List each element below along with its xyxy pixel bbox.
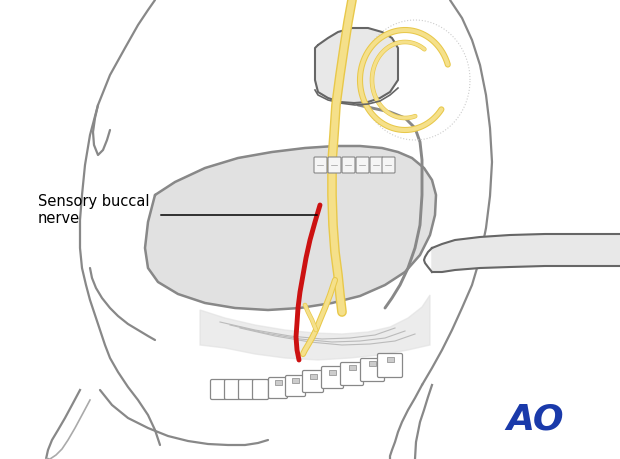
FancyBboxPatch shape xyxy=(382,157,395,173)
FancyBboxPatch shape xyxy=(268,377,288,398)
FancyBboxPatch shape xyxy=(285,375,306,397)
Text: AO: AO xyxy=(506,403,564,437)
Bar xyxy=(349,365,356,370)
Text: Sensory buccal
nerve: Sensory buccal nerve xyxy=(38,194,149,226)
FancyBboxPatch shape xyxy=(322,366,343,388)
Bar xyxy=(275,380,282,385)
Polygon shape xyxy=(432,234,620,272)
FancyBboxPatch shape xyxy=(360,358,384,381)
Bar xyxy=(387,357,394,362)
FancyBboxPatch shape xyxy=(211,380,226,399)
FancyBboxPatch shape xyxy=(252,380,268,399)
Polygon shape xyxy=(145,146,436,310)
FancyBboxPatch shape xyxy=(303,370,324,392)
FancyBboxPatch shape xyxy=(342,157,355,173)
FancyBboxPatch shape xyxy=(239,380,254,399)
FancyBboxPatch shape xyxy=(370,157,383,173)
FancyBboxPatch shape xyxy=(224,380,241,399)
Polygon shape xyxy=(200,295,430,360)
Bar xyxy=(292,378,299,383)
Bar xyxy=(310,374,317,379)
FancyBboxPatch shape xyxy=(328,157,341,173)
Polygon shape xyxy=(315,28,398,103)
Bar xyxy=(369,361,376,366)
FancyBboxPatch shape xyxy=(314,157,327,173)
FancyBboxPatch shape xyxy=(378,353,402,377)
Bar xyxy=(329,370,336,375)
FancyBboxPatch shape xyxy=(340,363,363,386)
FancyBboxPatch shape xyxy=(356,157,369,173)
